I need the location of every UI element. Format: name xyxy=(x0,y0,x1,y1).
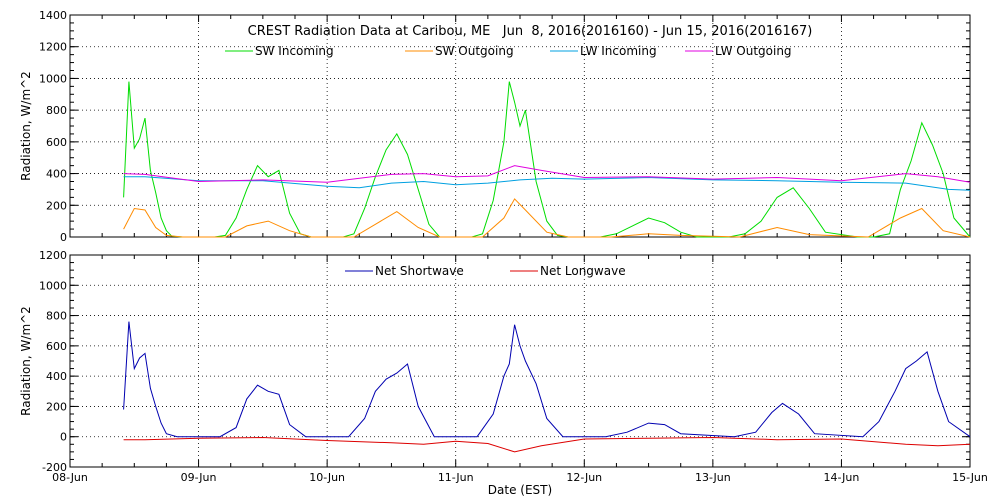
y-tick-label: 0 xyxy=(60,431,67,444)
series-line-sw-incoming xyxy=(123,81,971,238)
y-tick-label: 1000 xyxy=(39,279,67,292)
x-tick-label: 12-Jun xyxy=(566,471,602,484)
y-tick-label: 800 xyxy=(46,310,67,323)
y-tick-label: -200 xyxy=(42,461,67,474)
y-tick-label: 800 xyxy=(46,104,67,117)
y-tick-label: 1000 xyxy=(39,72,67,85)
chart-title: CREST Radiation Data at Caribou, ME Jun … xyxy=(248,24,813,39)
legend-label-net-shortwave: Net Shortwave xyxy=(375,264,464,278)
legend-label-lw-incoming: LW Incoming xyxy=(580,44,657,58)
series-line-lw-outgoing xyxy=(123,165,971,183)
y-tick-label: 1400 xyxy=(39,9,67,22)
y-tick-label: 400 xyxy=(46,168,67,181)
y-tick-label: 600 xyxy=(46,340,67,353)
series-line-net-shortwave xyxy=(123,321,971,438)
x-axis-label: Date (EST) xyxy=(488,483,552,497)
series-line-sw-outgoing xyxy=(123,198,971,238)
chart-panel-2: -200 0 200 400 600 800 1000 1200 Radiation, W/m^… xyxy=(19,249,988,497)
legend-label-net-longwave: Net Longwave xyxy=(540,264,626,278)
x-tick-label: 11-Jun xyxy=(438,471,474,484)
y-tick-label: 1200 xyxy=(39,41,67,54)
x-tick-label: 10-Jun xyxy=(309,471,345,484)
x-tick-label: 15-Jun xyxy=(952,471,988,484)
y-axis-label: Radiation, W/m^2 xyxy=(19,71,33,181)
series-line-net-longwave xyxy=(123,436,971,453)
y-tick-label: 0 xyxy=(60,231,67,244)
y-tick-label: 600 xyxy=(46,136,67,149)
series-line-lw-incoming xyxy=(123,176,971,191)
y-tick-label: 1200 xyxy=(39,249,67,262)
y-tick-label: 200 xyxy=(46,199,67,212)
legend-label-lw-outgoing: LW Outgoing xyxy=(715,44,792,58)
y-tick-label: 400 xyxy=(46,370,67,383)
x-tick-label: 13-Jun xyxy=(695,471,731,484)
y-axis-label: Radiation, W/m^2 xyxy=(19,306,33,416)
legend-label-sw-outgoing: SW Outgoing xyxy=(435,44,514,58)
chart-panel-1: 0 200 400 600 800 1000 1200 1400 Radiation, W/m^… xyxy=(19,9,971,244)
x-tick-label: 08-Jun xyxy=(52,471,88,484)
x-tick-label: 14-Jun xyxy=(824,471,860,484)
legend-label-sw-incoming: SW Incoming xyxy=(255,44,334,58)
y-tick-label: 200 xyxy=(46,400,67,413)
x-tick-label: 09-Jun xyxy=(181,471,217,484)
